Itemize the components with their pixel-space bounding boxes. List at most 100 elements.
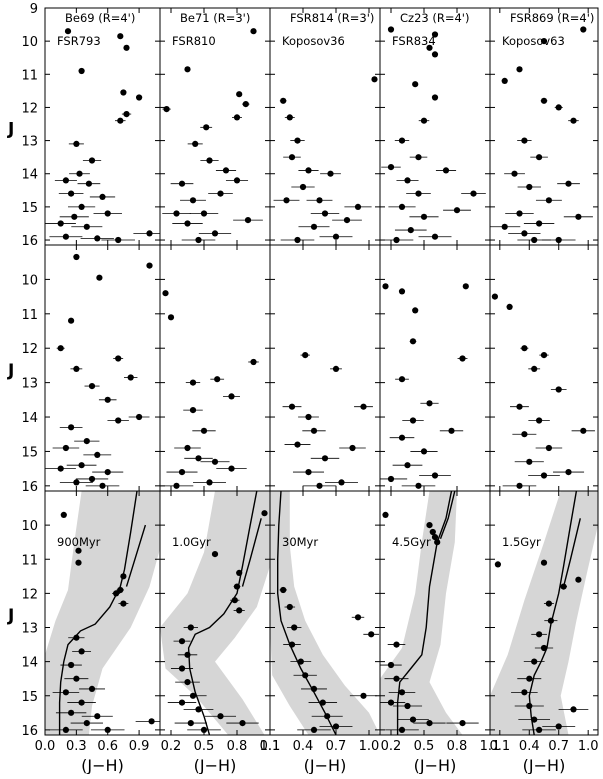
- col1-row1-point-2: [123, 44, 130, 51]
- col1-row1-point-21: [115, 236, 122, 244]
- col1-xtick-label-2: 0.6: [97, 739, 118, 754]
- col4-row2-point-14: [448, 427, 455, 434]
- col2-row2-point-0: [162, 290, 169, 297]
- col2-row1-point-7: [192, 140, 199, 147]
- col3-xaxis-label: (J−H): [304, 756, 347, 774]
- col3-row1-point-15: [354, 203, 362, 210]
- col1-row3-isochrone-branch: [125, 524, 147, 587]
- col2-xtick-label-0: 0.2: [161, 739, 182, 754]
- col4-row2-point-7: [426, 400, 433, 407]
- col2-row2-point-2: [214, 376, 221, 383]
- col4-row3-point-7: [393, 675, 400, 682]
- col4-row1-point-11: [415, 190, 422, 197]
- col4-row1-point-2: [426, 44, 433, 51]
- col3-row2-point-8: [338, 479, 345, 486]
- col5-row2-point-4: [531, 365, 538, 372]
- col2-row1-point-18: [244, 217, 252, 224]
- col3-row1-point-4: [288, 154, 296, 161]
- col1-row3-point-1: [75, 547, 82, 554]
- col3-row3-point-11: [368, 631, 375, 638]
- col1-row1-point-6: [123, 111, 130, 118]
- col3-row3-point-2: [291, 624, 298, 631]
- col1-row3-point-10: [73, 675, 80, 682]
- col4-row3-band: [380, 491, 463, 735]
- col3-row2-point-6: [321, 455, 329, 462]
- col1-row2-point-18: [62, 444, 69, 452]
- col1-row3-point-13: [68, 709, 75, 716]
- col3-row3-label-age: 30Myr: [282, 535, 318, 549]
- row3-ytick-label-5: 14: [21, 656, 38, 671]
- col3-row2-point-11: [349, 444, 356, 452]
- col1-row1-point-5: [136, 94, 143, 101]
- col2-row2-point-3: [250, 358, 257, 366]
- col1-row3-point-18: [104, 726, 111, 734]
- col4-row3-point-6: [387, 661, 395, 669]
- col2-row3-band: [160, 491, 270, 735]
- col3-row3-point-4: [297, 658, 304, 665]
- col1-row3-isochrone: [58, 490, 138, 735]
- col1-row1-point-13: [71, 213, 78, 220]
- col1-row3-point-8: [78, 648, 85, 655]
- col5-row2-point-7: [536, 417, 543, 424]
- col4-row1-point-18: [470, 190, 477, 197]
- row1-ytick-label-0: 9: [30, 2, 38, 17]
- col2-row1-label-cluster: Be71 (R=3'): [180, 11, 250, 25]
- col1-row2-point-4: [57, 345, 64, 352]
- col3-row1-point-9: [310, 223, 318, 230]
- col4-row3-point-0: [382, 511, 389, 518]
- col5-row2-point-0: [491, 293, 498, 300]
- col1-row2-point-12: [83, 438, 90, 445]
- col3-row3-point-13: [310, 726, 318, 734]
- col1-row2-point-0: [73, 253, 80, 261]
- col2-xtick-label-1: 0.5: [194, 739, 215, 754]
- col5-row1-point-6: [570, 117, 577, 124]
- col1-row2-point-11: [68, 424, 75, 431]
- row1-yaxis-label: J: [7, 120, 14, 140]
- col4-row3-point-8: [398, 689, 406, 696]
- col3-row3-point-7: [319, 699, 326, 706]
- col2-xtick-label-2: 0.8: [227, 739, 248, 754]
- row1-ytick-label-3: 12: [21, 101, 38, 116]
- col1-row3-point-14: [83, 720, 90, 727]
- col2-row2-frame: [159, 244, 271, 492]
- row3-ytick-label-3: 12: [21, 587, 38, 602]
- row2-ytick-label-4: 13: [21, 377, 38, 392]
- col1-row1-point-14: [83, 223, 90, 230]
- col2-row3-point-9: [178, 665, 186, 672]
- col2-row1-point-13: [184, 220, 191, 227]
- col3-row1-label-cluster: FSR814 (R=3'): [290, 11, 374, 25]
- col5-row2-point-8: [521, 431, 528, 438]
- col5-row2-point-1: [506, 303, 513, 310]
- col1-row2-point-9: [104, 396, 111, 403]
- col1-row1-point-18: [146, 230, 153, 237]
- col4-row2-point-2: [462, 283, 469, 290]
- col5-row3-isochrone-branch: [562, 518, 581, 587]
- col2-row3-label-age: 1.0Gyr: [172, 535, 211, 549]
- col4-row2-point-0: [382, 283, 389, 290]
- col4-row1-point-0: [387, 26, 395, 33]
- col5-row3-point-6: [536, 631, 543, 638]
- col3-row2-point-9: [316, 482, 323, 489]
- col5-xtick-label-0: 0.1: [489, 739, 510, 754]
- col5-xtick-label-3: 1.0: [578, 739, 599, 754]
- row2-yaxis-label: J: [7, 361, 14, 381]
- col2-row2-point-9: [211, 458, 219, 465]
- col5-row3-point-8: [531, 658, 538, 665]
- col4-row2-point-3: [412, 307, 419, 314]
- col4-row2-point-8: [409, 417, 417, 424]
- col1-xaxis-label: (J−H): [81, 756, 124, 774]
- col2-row1-point-9: [222, 167, 230, 174]
- col5-row3-point-15: [570, 706, 577, 713]
- row2-ytick-label-1: 10: [21, 273, 38, 288]
- col4-row2-point-6: [398, 376, 406, 383]
- col1-row3-band: [45, 491, 160, 735]
- col2-row1-point-1: [184, 66, 191, 73]
- row1-ytick-label-4: 13: [21, 135, 38, 150]
- col4-row3-point-9: [404, 702, 411, 710]
- col4-row3-point-14: [387, 699, 395, 706]
- col2-row3-point-10: [184, 679, 191, 686]
- col3-row1-point-3: [294, 137, 301, 144]
- col4-row2-point-13: [415, 482, 422, 489]
